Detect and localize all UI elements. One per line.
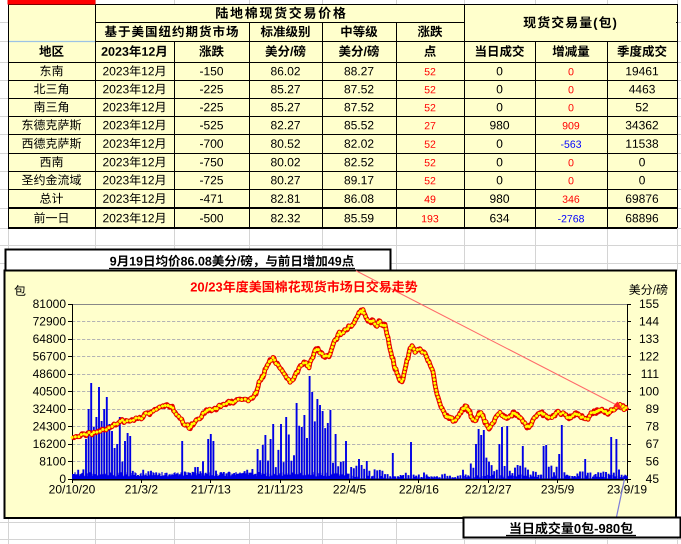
svg-text:22/12/27: 22/12/27 xyxy=(465,483,512,497)
svg-text:81000: 81000 xyxy=(33,297,67,311)
svg-text:100: 100 xyxy=(639,385,659,399)
svg-text:56: 56 xyxy=(646,455,660,469)
svg-text:8100: 8100 xyxy=(39,455,66,469)
svg-text:40500: 40500 xyxy=(33,385,67,399)
svg-text:111: 111 xyxy=(641,367,660,381)
svg-text:78: 78 xyxy=(646,420,660,434)
svg-text:20/10/20: 20/10/20 xyxy=(49,483,96,497)
svg-text:21/11/23: 21/11/23 xyxy=(257,483,303,497)
svg-text:23/9/19: 23/9/19 xyxy=(607,483,647,497)
svg-text:89: 89 xyxy=(646,402,660,416)
svg-text:48600: 48600 xyxy=(33,367,67,381)
svg-text:22/8/16: 22/8/16 xyxy=(399,483,439,497)
svg-text:122: 122 xyxy=(639,350,659,364)
svg-text:21/3/2: 21/3/2 xyxy=(125,483,159,497)
svg-text:56700: 56700 xyxy=(33,350,67,364)
svg-text:23/5/9: 23/5/9 xyxy=(541,483,575,497)
svg-text:72900: 72900 xyxy=(33,315,67,329)
svg-text:16200: 16200 xyxy=(33,437,67,451)
svg-text:155: 155 xyxy=(639,297,659,311)
svg-text:0: 0 xyxy=(59,472,66,486)
svg-text:45: 45 xyxy=(646,472,660,486)
svg-text:64800: 64800 xyxy=(33,332,67,346)
svg-text:22/4/5: 22/4/5 xyxy=(333,483,367,497)
svg-text:24300: 24300 xyxy=(33,420,67,434)
svg-text:144: 144 xyxy=(639,315,659,329)
svg-text:67: 67 xyxy=(646,437,660,451)
svg-text:21/7/13: 21/7/13 xyxy=(191,483,231,497)
svg-text:133: 133 xyxy=(639,332,659,346)
svg-text:32400: 32400 xyxy=(33,402,67,416)
